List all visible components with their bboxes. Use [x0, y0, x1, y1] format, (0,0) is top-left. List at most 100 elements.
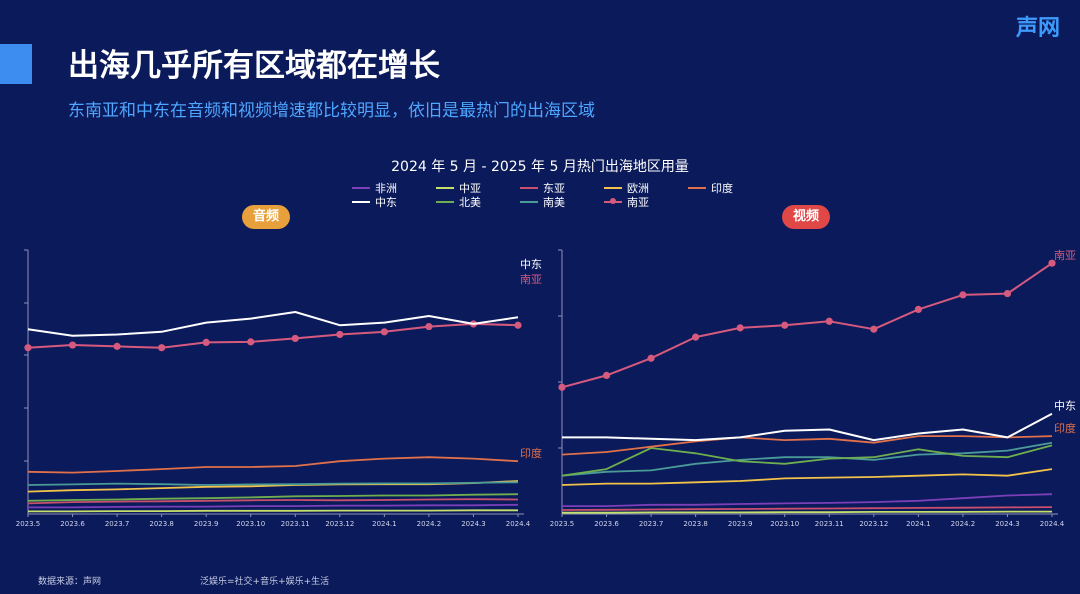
series-line-北美 [561, 444, 1053, 477]
series-line-南亚 [27, 322, 519, 349]
legend-label: 中东 [375, 196, 397, 209]
series-point [914, 305, 922, 313]
x-tick-label: 2024.1 [906, 520, 931, 528]
series-point [647, 354, 655, 362]
legend-swatch [352, 187, 370, 189]
series-point [336, 330, 344, 339]
legend-item: 中东 [352, 195, 436, 209]
x-tick-label: 2024.3 [995, 520, 1020, 528]
series-point [158, 344, 166, 352]
series-point [959, 291, 967, 299]
x-tick-label: 2023.11 [815, 520, 844, 528]
legend-item: 北美 [436, 195, 520, 209]
footer-source: 数据来源：声网 [38, 577, 102, 587]
series-point [781, 321, 789, 329]
legend-label: 印度 [711, 182, 733, 195]
series-point [202, 338, 210, 346]
legend-label: 中亚 [459, 182, 481, 195]
series-line-南亚 [561, 262, 1053, 389]
series-point [736, 324, 744, 332]
series-line-南美 [27, 481, 519, 486]
legend-label: 北美 [459, 196, 481, 209]
legend-item: 南亚 [604, 195, 688, 209]
legend-swatch [352, 201, 370, 203]
legend-label: 南亚 [627, 196, 649, 209]
x-tick-label: 2023.6 [60, 520, 85, 528]
legend-swatch [520, 201, 538, 203]
x-tick-label: 2024.3 [461, 520, 486, 528]
series-line-中东 [27, 311, 519, 337]
legend-label: 欧洲 [627, 182, 649, 195]
series-point [247, 338, 255, 346]
legend-item: 欧洲 [604, 181, 688, 195]
footer-note: 泛娱乐=社交+音乐+娱乐+生活 [200, 577, 330, 587]
series-line-东亚 [27, 498, 519, 505]
series-line-非洲 [28, 503, 519, 509]
series-line-北美 [27, 493, 519, 502]
legend-item: 非洲 [352, 181, 436, 195]
series-line-中东 [562, 412, 1053, 442]
x-tick-label: 2023.6 [594, 520, 619, 528]
series-line-欧洲 [561, 468, 1053, 486]
series-line-中亚 [28, 509, 518, 513]
x-tick-label: 2023.11 [281, 520, 310, 528]
series-end-label: 南亚 [1054, 249, 1076, 262]
x-tick-label: 2024.4 [506, 520, 531, 528]
x-tick-label: 2023.10 [236, 520, 265, 528]
series-point [380, 328, 388, 336]
series-end-label: 中东 [520, 258, 542, 271]
panel-badge-audio: 音频 [242, 205, 291, 229]
x-tick-label: 2023.9 [728, 520, 753, 528]
legend-swatch [688, 187, 706, 189]
page-subtitle: 东南亚和中东在音频和视频增速都比较明显，依旧是最热门的出海区域 [68, 101, 595, 121]
x-tick-label: 2024.4 [1040, 520, 1065, 528]
x-tick-label: 2023.12 [325, 520, 354, 528]
series-line-东亚 [561, 506, 1053, 511]
legend-item: 东亚 [520, 181, 604, 195]
x-tick-label: 2024.2 [417, 520, 442, 528]
series-line-南美 [561, 441, 1053, 477]
series-point [870, 325, 878, 333]
series-line-印度 [27, 456, 519, 474]
legend-item: 印度 [688, 181, 772, 195]
legend-swatch [436, 187, 454, 189]
series-line-印度 [561, 435, 1053, 456]
series-point [1048, 259, 1056, 267]
legend-label: 东亚 [543, 182, 565, 195]
legend-item: 中亚 [436, 181, 520, 195]
legend-swatch [436, 201, 454, 203]
brand-logo: 声网 [1015, 16, 1060, 41]
series-end-label: 南亚 [520, 273, 542, 286]
series-end-label: 印度 [1054, 421, 1076, 435]
series-point [514, 321, 522, 329]
series-line-非洲 [562, 493, 1053, 508]
x-tick-label: 2023.5 [550, 520, 575, 528]
x-tick-label: 2023.8 [149, 520, 174, 528]
series-point [425, 322, 433, 331]
x-tick-label: 2023.5 [16, 520, 41, 528]
title-accent-bar [0, 44, 32, 84]
x-tick-label: 2023.7 [639, 520, 664, 528]
series-point [1003, 289, 1012, 298]
legend-item: 南美 [520, 195, 604, 209]
x-tick-label: 2023.7 [105, 520, 130, 528]
series-point [602, 371, 611, 379]
legend-swatch [604, 187, 622, 189]
series-point [291, 334, 299, 343]
legend-label: 南美 [543, 196, 565, 209]
series-end-label: 印度 [520, 446, 542, 460]
series-point [24, 344, 32, 352]
series-point [558, 383, 566, 391]
x-tick-label: 2023.10 [770, 520, 799, 528]
legend-swatch [604, 198, 622, 204]
legend-label: 非洲 [375, 182, 397, 195]
x-tick-label: 2023.8 [683, 520, 708, 528]
chart-legend: 非洲 中亚 东亚 欧洲 印度中东 北美 南美 南亚 [352, 181, 772, 209]
series-end-label: 中东 [1054, 400, 1076, 413]
x-tick-label: 2024.1 [372, 520, 397, 528]
series-line-中亚 [562, 510, 1052, 514]
chart-title: 2024 年 5 月 - 2025 年 5 月热门出海地区用量 [391, 159, 689, 175]
page-title: 出海几乎所有区域都在增长 [68, 48, 440, 84]
series-point [692, 333, 700, 341]
